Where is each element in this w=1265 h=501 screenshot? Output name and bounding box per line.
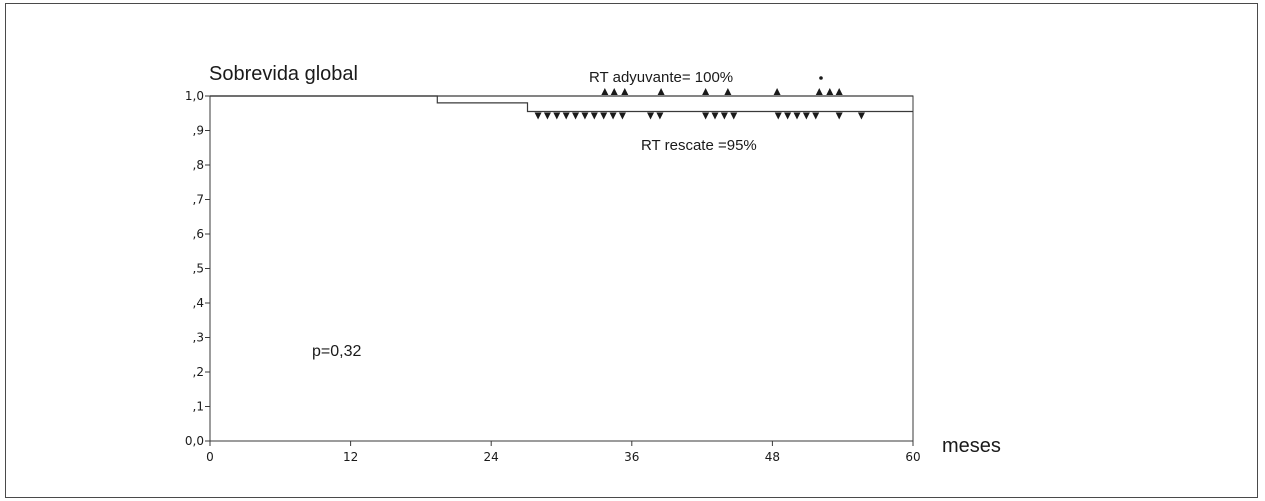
y-tick-label: ,4 bbox=[193, 296, 204, 310]
survival-chart: Sobrevida global 0,0 ,1 ,2 ,3 ,4 ,5 ,6 ,7 ,8 ,9 1,… bbox=[185, 63, 1001, 464]
censor-mark-rt-adyuvante bbox=[815, 88, 823, 95]
y-tick-label: ,7 bbox=[193, 193, 204, 207]
censor-mark-rt-rescate bbox=[793, 112, 801, 120]
annotation-adyuvante: RT adyuvante= 100% bbox=[589, 69, 733, 86]
x-axis-label: meses bbox=[942, 435, 1001, 457]
censor-mark-rt-adyuvante bbox=[610, 88, 618, 95]
annotation-rescate: RT rescate =95% bbox=[641, 137, 757, 154]
y-tick-label: ,3 bbox=[193, 331, 204, 345]
censor-mark-rt-rescate bbox=[562, 112, 570, 120]
censor-mark-rt-rescate bbox=[774, 112, 782, 120]
y-tick-label: ,1 bbox=[193, 400, 204, 414]
x-tick-label: 24 bbox=[484, 450, 499, 464]
y-tick-label: ,2 bbox=[193, 365, 204, 379]
censor-mark-rt-rescate bbox=[812, 112, 820, 120]
censor-mark-rt-adyuvante bbox=[773, 88, 781, 95]
censor-mark-rt-adyuvante bbox=[826, 88, 834, 95]
censor-mark-rt-rescate bbox=[784, 112, 792, 120]
y-tick-label: 0,0 bbox=[185, 434, 204, 448]
censor-mark-rt-rescate bbox=[581, 112, 589, 120]
censor-mark-rt-rescate bbox=[730, 112, 738, 120]
censor-mark-rt-adyuvante bbox=[621, 88, 629, 95]
chart-title: Sobrevida global bbox=[209, 63, 358, 85]
censor-mark-rt-rescate bbox=[618, 112, 626, 120]
x-tick-label: 48 bbox=[765, 450, 780, 464]
plot-box bbox=[209, 95, 914, 442]
censor-mark-rt-rescate bbox=[609, 112, 617, 120]
p-value-label: p=0,32 bbox=[312, 343, 361, 360]
censor-mark-rt-adyuvante bbox=[835, 88, 843, 95]
y-tick-label: ,5 bbox=[193, 262, 204, 276]
x-tick-label: 36 bbox=[624, 450, 639, 464]
censor-mark-rt-rescate bbox=[720, 112, 728, 120]
x-tick-label: 60 bbox=[905, 450, 920, 464]
y-tick-label: ,6 bbox=[193, 227, 204, 241]
censor-mark-rt-rescate bbox=[802, 112, 810, 120]
censor-mark-rt-adyuvante bbox=[724, 88, 732, 95]
censor-mark-rt-rescate bbox=[572, 112, 580, 120]
series-line-rt-rescate bbox=[210, 95, 913, 113]
censor-mark-rt-rescate bbox=[656, 112, 664, 120]
censor-mark-rt-rescate bbox=[534, 112, 542, 120]
x-tick-label: 0 bbox=[206, 450, 214, 464]
censor-mark-rt-rescate bbox=[647, 112, 655, 120]
annotation-bullet bbox=[819, 76, 823, 80]
x-tick-label: 12 bbox=[343, 450, 358, 464]
y-tick-label: ,9 bbox=[193, 124, 204, 138]
censor-mark-rt-rescate bbox=[543, 112, 551, 120]
censor-mark-rt-adyuvante bbox=[657, 88, 665, 95]
y-tick-label: ,8 bbox=[193, 158, 204, 172]
censor-mark-rt-rescate bbox=[553, 112, 561, 120]
censor-mark-rt-rescate bbox=[702, 112, 710, 120]
censor-mark-rt-adyuvante bbox=[601, 88, 609, 95]
censor-mark-rt-adyuvante bbox=[702, 88, 710, 95]
censor-mark-rt-rescate bbox=[857, 112, 865, 120]
chart-frame: Sobrevida global 0,0 ,1 ,2 ,3 ,4 ,5 ,6 ,7 ,8 ,9 1,… bbox=[5, 3, 1258, 498]
censor-mark-rt-rescate bbox=[711, 112, 719, 120]
censor-mark-rt-rescate bbox=[600, 112, 608, 120]
censor-mark-rt-rescate bbox=[590, 112, 598, 120]
y-tick-label: 1,0 bbox=[185, 89, 204, 103]
plot-area: 0,0 ,1 ,2 ,3 ,4 ,5 ,6 ,7 ,8 ,9 1,0 0 12 24 36 48 60 bbox=[185, 88, 921, 464]
censor-mark-rt-rescate bbox=[835, 112, 843, 120]
